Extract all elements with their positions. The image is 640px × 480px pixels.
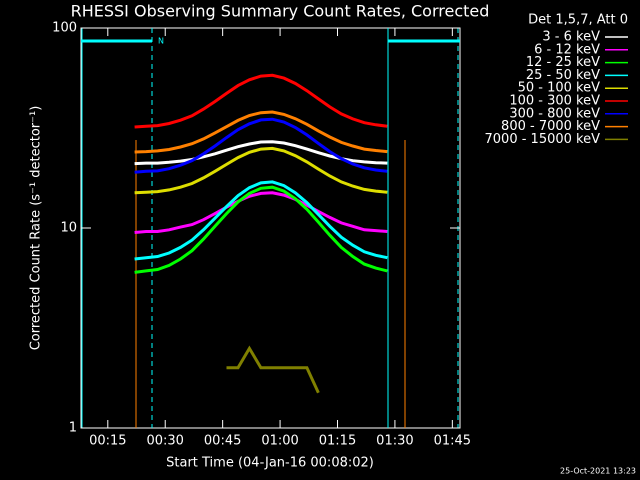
series-line bbox=[134, 180, 388, 261]
x-tick-label: 01:00 bbox=[261, 434, 298, 449]
annotation: N bbox=[158, 37, 164, 46]
y-tick-label: 10 bbox=[60, 221, 77, 236]
x-tick-label: 01:30 bbox=[376, 434, 413, 449]
legend-label: 50 - 100 keV bbox=[518, 81, 601, 96]
series-line bbox=[134, 117, 388, 174]
x-tick-label: 00:30 bbox=[146, 434, 183, 449]
legend-label: 300 - 800 keV bbox=[509, 106, 600, 121]
footer: 25-Oct-2021 13:23 bbox=[560, 467, 636, 476]
legend-label: 12 - 25 keV bbox=[526, 55, 600, 70]
legend-label: 3 - 6 keV bbox=[542, 30, 600, 45]
x-tick-label: 01:15 bbox=[319, 434, 356, 449]
y-axis-label: Corrected Count Rate (s⁻¹ detector⁻¹) bbox=[29, 106, 44, 351]
legend-label: 800 - 7000 keV bbox=[501, 119, 600, 134]
x-tick-label: 01:45 bbox=[434, 434, 471, 449]
series-line bbox=[226, 345, 320, 394]
y-tick-label: 100 bbox=[52, 21, 77, 36]
x-axis-label: Start Time (04-Jan-16 00:08:02) bbox=[166, 456, 374, 471]
series-line bbox=[134, 185, 388, 274]
legend-label: 25 - 50 keV bbox=[526, 68, 600, 83]
series-line bbox=[134, 73, 388, 129]
chart-title: RHESSI Observing Summary Count Rates, Co… bbox=[71, 2, 490, 21]
legend-label: 7000 - 15000 keV bbox=[485, 132, 601, 147]
series-line bbox=[134, 191, 388, 234]
legend-title: Det 1,5,7, Att 0 bbox=[528, 13, 628, 28]
legend-label: 100 - 300 keV bbox=[509, 94, 600, 109]
legend-label: 6 - 12 keV bbox=[534, 42, 600, 57]
series-line bbox=[134, 146, 388, 195]
x-tick-label: 00:15 bbox=[89, 434, 126, 449]
y-tick-label: 1 bbox=[69, 421, 77, 436]
x-tick-label: 00:45 bbox=[204, 434, 241, 449]
series-line bbox=[134, 110, 388, 154]
